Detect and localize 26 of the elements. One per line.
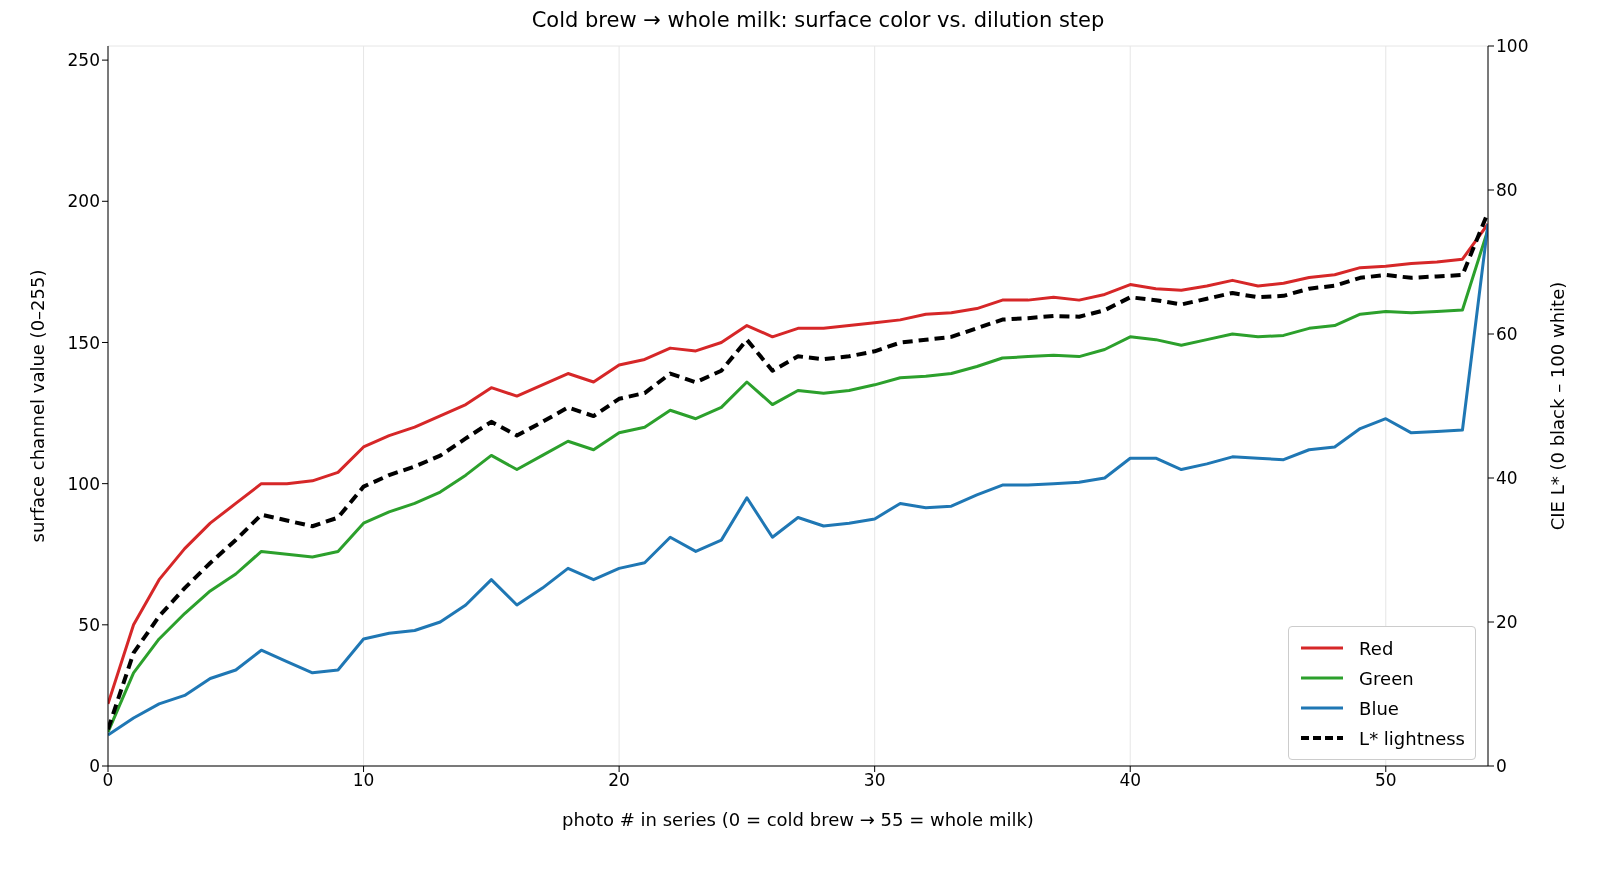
y-tick-label: 150 <box>67 332 100 353</box>
y-axis-title: surface channel value (0–255) <box>27 269 49 543</box>
x-tick-label: 0 <box>102 770 114 791</box>
x-axis-title: photo # in series (0 = cold brew → 55 = whole milk) <box>562 809 1034 830</box>
x-tick-label: 10 <box>352 770 375 791</box>
y2-tick-label: 40 <box>1496 468 1518 489</box>
y2-tick-label: 60 <box>1496 324 1518 345</box>
y-tick-label: 0 <box>89 756 100 777</box>
y-tick-label: 100 <box>67 473 100 494</box>
legend-label: Red <box>1359 637 1394 659</box>
legend-label: Blue <box>1359 697 1399 719</box>
y2-axis-title: CIE L* (0 black – 100 white) <box>1547 281 1569 531</box>
y2-tick-label: 0 <box>1496 756 1507 777</box>
y-tick-label: 200 <box>67 191 100 212</box>
legend-label: L* lightness <box>1359 727 1465 749</box>
y-tick-label: 250 <box>67 50 100 71</box>
x-tick-label: 30 <box>863 770 886 791</box>
x-tick-label: 40 <box>1119 770 1142 791</box>
y2-tick-label: 20 <box>1496 612 1518 633</box>
y-tick-label: 50 <box>78 614 100 635</box>
chart-title: Cold brew → whole milk: surface color vs. dilution step <box>530 8 1106 32</box>
legend-label: Green <box>1359 667 1414 689</box>
x-tick-label: 50 <box>1374 770 1397 791</box>
y2-tick-label: 80 <box>1496 180 1518 201</box>
y2-tick-label: 100 <box>1496 36 1529 57</box>
x-tick-label: 20 <box>608 770 630 791</box>
